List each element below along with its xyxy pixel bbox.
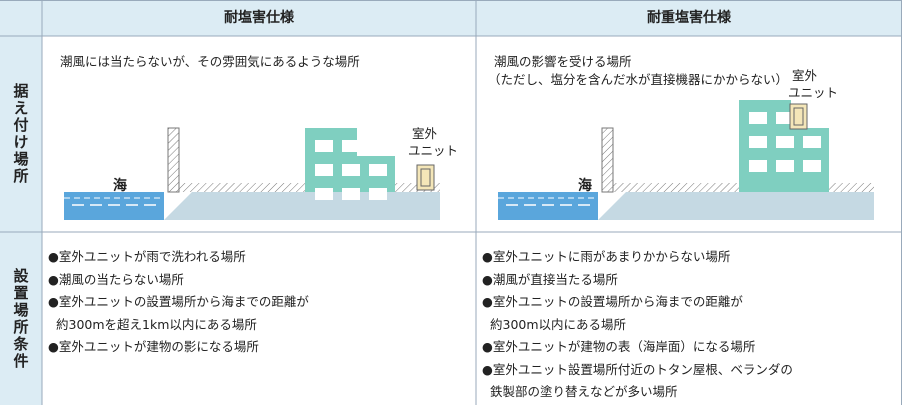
- illustration: [315, 140, 333, 152]
- condition-item: ●室外ユニットが雨で洗われる場所: [48, 249, 246, 264]
- illustration: [601, 127, 614, 193]
- illustration: [315, 188, 333, 200]
- condition-item: 約300m以内にある場所: [490, 316, 627, 332]
- illustration: [498, 192, 598, 220]
- illustration: [749, 136, 767, 148]
- unit-label: 室外: [412, 126, 438, 141]
- unit-label: 室外: [792, 68, 818, 83]
- illustration: [803, 136, 821, 148]
- cell-text: （ただし、塩分を含んだ水が直接機器にかからない）: [488, 72, 789, 87]
- illustration: [749, 160, 767, 172]
- illustration: [776, 160, 794, 172]
- illustration: [749, 112, 767, 124]
- condition-item: ●室外ユニットの設置場所から海までの距離が: [482, 294, 743, 309]
- row-label: 据え付け場所: [11, 83, 30, 185]
- illustration: [420, 168, 431, 187]
- illustration: [342, 188, 360, 200]
- illustration: [369, 188, 387, 200]
- condition-item: ●室外ユニットの設置場所から海までの距離が: [48, 294, 309, 309]
- unit-label: ユニット: [788, 85, 839, 100]
- condition-item: ●室外ユニット設置場所付近のトタン屋根、ベランダの: [482, 361, 793, 377]
- condition-item: ●潮風の当たらない場所: [48, 271, 184, 287]
- illustration: [342, 164, 360, 176]
- illustration: [315, 164, 333, 176]
- unit-label: ユニット: [408, 143, 459, 158]
- cell-text: 潮風には当たらないが、その雰囲気にあるような場所: [60, 54, 360, 69]
- condition-item: ●室外ユニットに雨があまりかからない場所: [482, 249, 731, 264]
- column-header: 耐重塩害仕様: [647, 10, 731, 26]
- sea-label: 海: [578, 178, 592, 194]
- column-header: 耐塩害仕様: [224, 10, 294, 26]
- illustration: [598, 192, 874, 220]
- illustration: [164, 192, 440, 220]
- condition-item: ●室外ユニットが建物の影になる場所: [48, 339, 259, 354]
- cell-text: 潮風の影響を受ける場所: [494, 54, 632, 69]
- illustration: [776, 136, 794, 148]
- condition-item: ●室外ユニットが建物の表（海岸面）になる場所: [482, 339, 756, 354]
- condition-item: ●潮風が直接当たる場所: [482, 271, 618, 287]
- condition-item: 鉄製部の塗り替えなどが多い場所: [490, 384, 678, 399]
- illustration: [793, 107, 804, 126]
- illustration: [369, 164, 387, 176]
- illustration: [803, 160, 821, 172]
- illustration: [64, 192, 164, 220]
- illustration: [342, 140, 360, 152]
- sea-label: 海: [113, 178, 127, 194]
- condition-item: 約300mを超え1km以内にある場所: [56, 316, 257, 332]
- illustration: [167, 127, 180, 193]
- row-label: 設置場所条件: [11, 267, 30, 370]
